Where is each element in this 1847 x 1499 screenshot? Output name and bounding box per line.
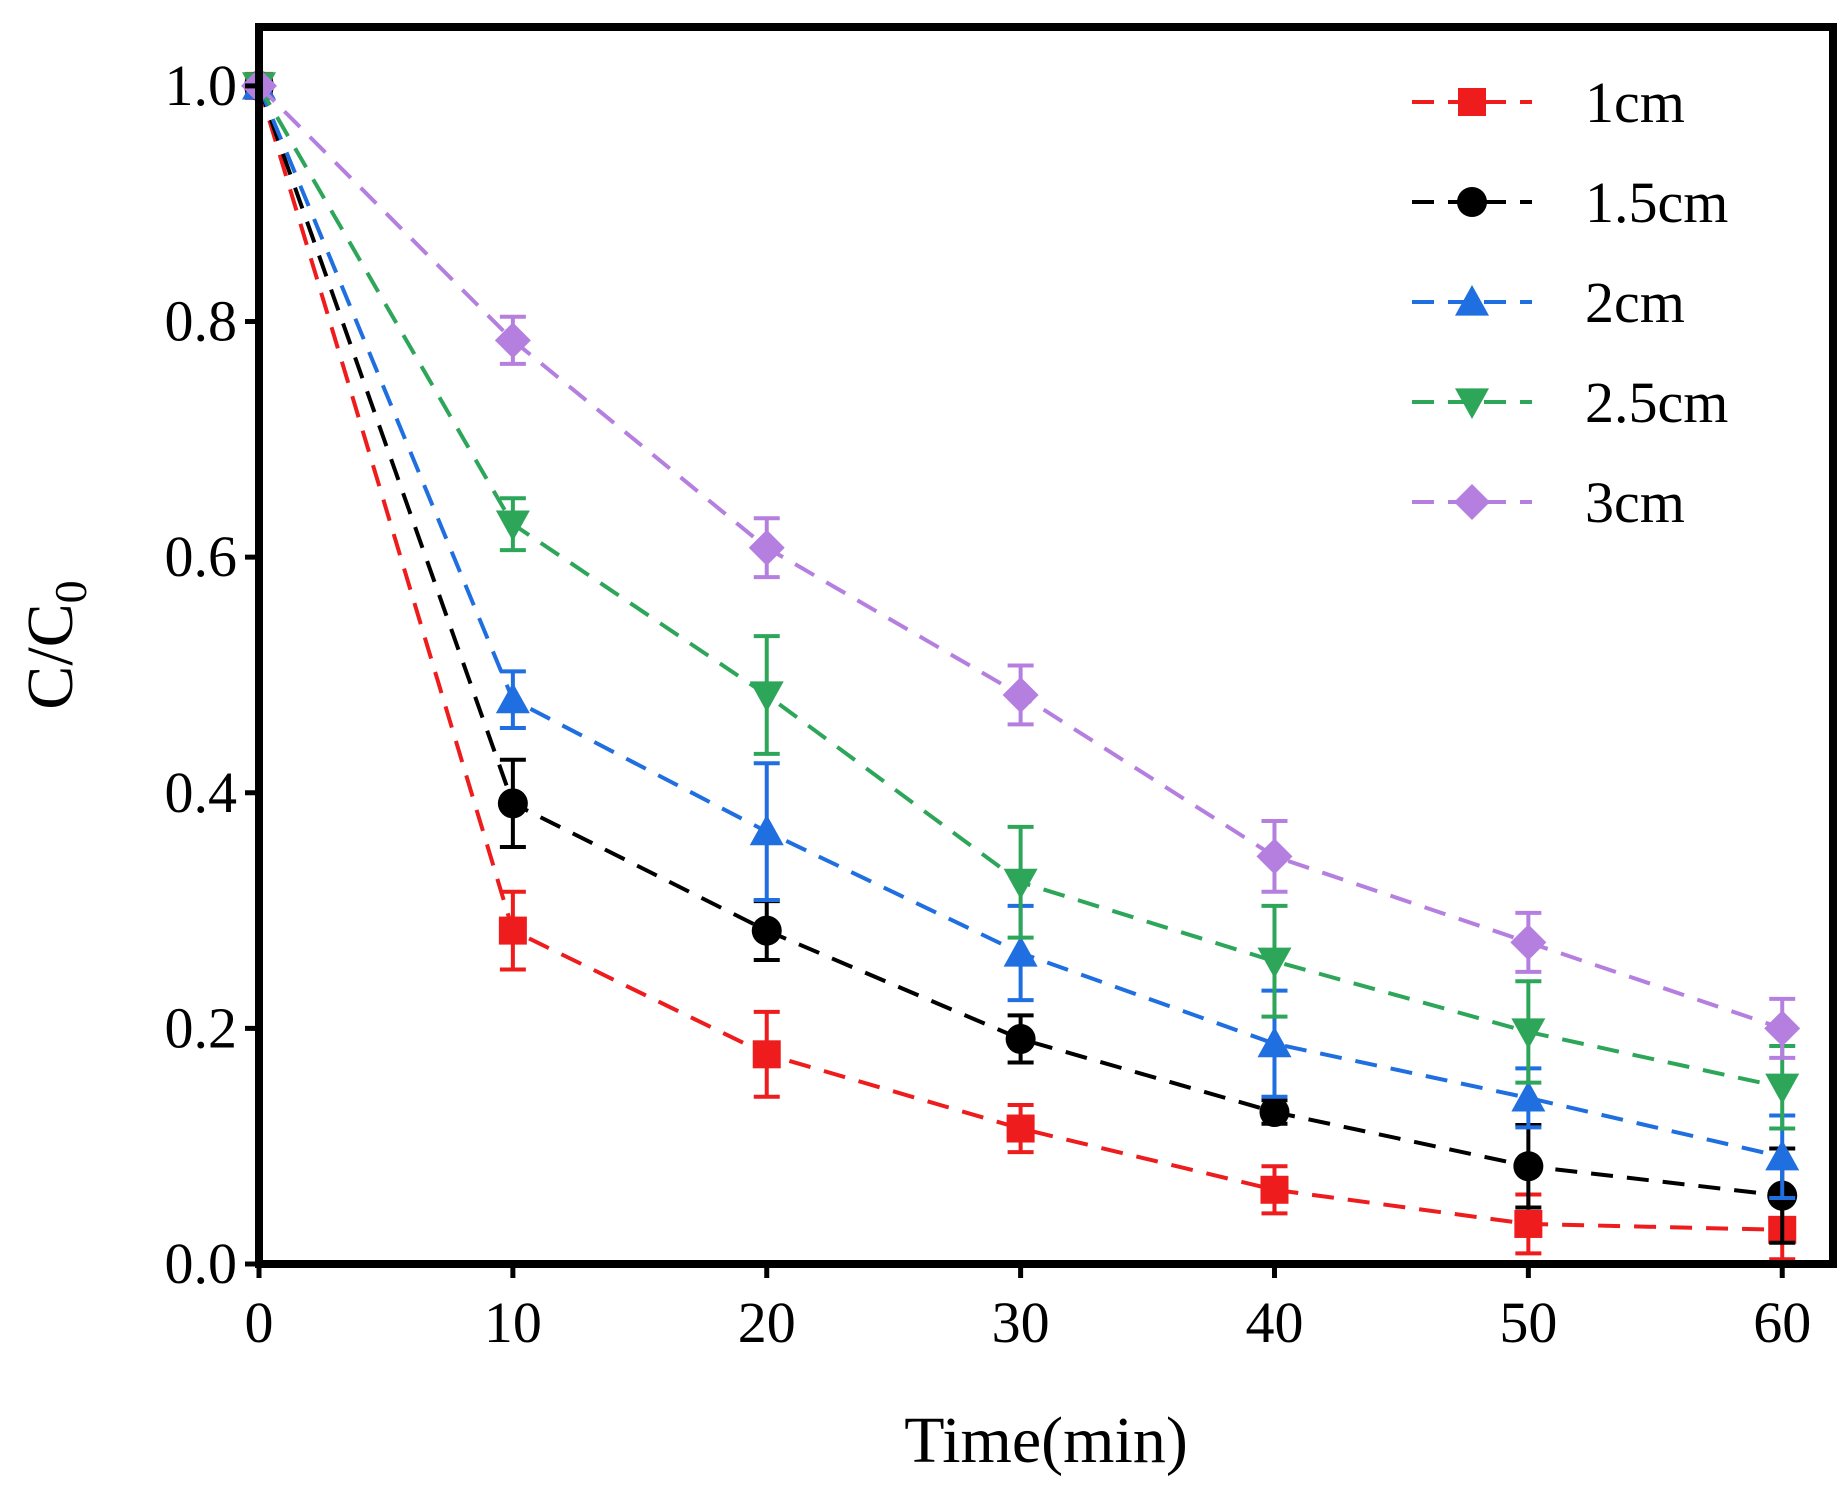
data-point-1.5cm-30 (1005, 1023, 1036, 1054)
plot-frame (255, 23, 1837, 1268)
legend-item-2.5cm: 2.5cm (1412, 370, 1728, 435)
legend-label: 3cm (1585, 470, 1685, 535)
data-point-2.5cm-20 (749, 681, 784, 712)
data-point-1cm-10 (498, 916, 527, 945)
legend-marker (1454, 484, 1490, 520)
x-tick-label: 0 (245, 1290, 274, 1355)
data-point-2.5cm-10 (495, 510, 530, 542)
data-point-1cm-50 (1514, 1209, 1543, 1238)
legend-label: 2.5cm (1585, 370, 1728, 435)
data-point-2.5cm-60 (1765, 1073, 1800, 1105)
data-point-1cm-20 (752, 1040, 781, 1069)
data-point-2cm-60 (1765, 1139, 1800, 1171)
x-tick-label: 40 (1245, 1290, 1303, 1355)
data-point-3cm-30 (1002, 676, 1039, 713)
y-tick-label: 0.6 (165, 524, 238, 589)
y-axis-title: C/C0 (14, 580, 96, 709)
legend-marker (1455, 285, 1489, 316)
series-layer (241, 67, 1801, 1262)
x-tick-label: 10 (484, 1290, 542, 1355)
data-point-2cm-10 (495, 682, 530, 714)
data-point-3cm-40 (1256, 838, 1293, 875)
y-tick-label: 1.0 (165, 53, 238, 118)
data-point-2.5cm-50 (1511, 1018, 1546, 1049)
data-point-3cm-20 (748, 529, 785, 566)
legend-label: 1.5cm (1585, 170, 1728, 235)
legend-item-1cm: 1cm (1412, 70, 1685, 135)
legend-item-3cm: 3cm (1412, 470, 1685, 535)
legend: 1cm 1.5cm 2cm 2.5cm 3cm (1412, 70, 1728, 535)
y-tick-label: 0.2 (165, 995, 238, 1060)
data-point-3cm-10 (494, 322, 531, 359)
y-tick-label: 0.0 (165, 1231, 238, 1296)
data-point-3cm-60 (1764, 1010, 1801, 1047)
y-axis-title-subscript: 0 (45, 580, 96, 603)
legend-marker (1455, 388, 1489, 419)
axes-layer: 0 10 20 30 40 50 60 0.0 0.2 0.4 0.6 0.8 1.0 (165, 53, 1812, 1355)
legend-item-1.5cm: 1.5cm (1412, 170, 1728, 235)
data-point-1cm-30 (1006, 1114, 1035, 1143)
data-point-3cm-50 (1510, 924, 1547, 961)
data-point-2cm-30 (1003, 935, 1038, 967)
data-point-1cm-40 (1260, 1175, 1289, 1204)
legend-marker (1458, 88, 1486, 116)
data-point-2.5cm-30 (1003, 868, 1038, 900)
legend-marker (1457, 187, 1487, 217)
data-point-2cm-40 (1257, 1026, 1292, 1058)
y-tick-label: 0.4 (165, 760, 238, 825)
x-tick-label: 30 (992, 1290, 1050, 1355)
y-tick-label: 0.8 (165, 289, 238, 354)
data-point-1.5cm-20 (751, 915, 782, 946)
x-tick-label: 50 (1499, 1290, 1557, 1355)
data-point-2.5cm-40 (1257, 947, 1292, 979)
y-axis-title-base: C/C (14, 603, 87, 709)
x-axis-title: Time(min) (904, 1404, 1188, 1477)
x-tick-label: 60 (1753, 1290, 1811, 1355)
data-point-1.5cm-50 (1513, 1151, 1544, 1182)
data-point-2cm-20 (749, 814, 784, 846)
legend-item-2cm: 2cm (1412, 270, 1685, 335)
data-point-1.5cm-10 (497, 788, 528, 819)
series-1.5cm (244, 70, 1798, 1245)
series-3cm (241, 67, 1801, 1060)
legend-label: 2cm (1585, 270, 1685, 335)
data-point-1.5cm-40 (1259, 1097, 1290, 1128)
x-tick-label: 20 (738, 1290, 796, 1355)
legend-label: 1cm (1585, 70, 1685, 135)
data-point-2cm-50 (1511, 1080, 1546, 1112)
